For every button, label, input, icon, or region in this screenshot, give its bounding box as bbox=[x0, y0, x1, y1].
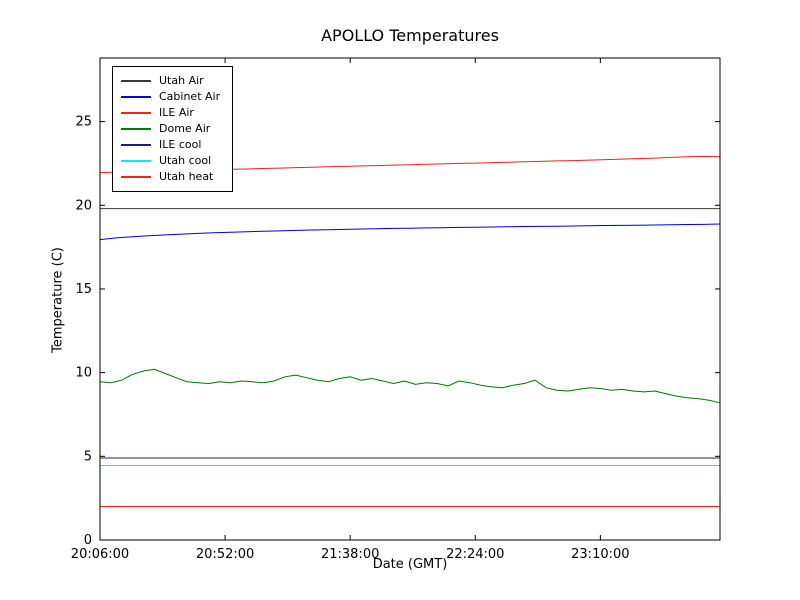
legend-line-sample bbox=[121, 112, 151, 114]
legend-label: ILE cool bbox=[159, 138, 202, 151]
x-tick-label: 22:24:00 bbox=[446, 547, 504, 562]
legend-line-sample bbox=[121, 176, 151, 178]
legend-line-sample bbox=[121, 80, 151, 82]
plot-frame bbox=[99, 57, 721, 541]
legend-item: Utah Air bbox=[121, 73, 220, 89]
legend-item: Dome Air bbox=[121, 121, 220, 137]
x-tick-label: 23:10:00 bbox=[571, 547, 629, 562]
legend-line-sample bbox=[121, 144, 151, 146]
legend-label: Utah cool bbox=[159, 154, 212, 167]
y-tick-label: 20 bbox=[75, 198, 92, 213]
x-tick-label: 21:38:00 bbox=[321, 547, 379, 562]
series-line-cabinet-air bbox=[99, 223, 721, 241]
legend-item: Utah cool bbox=[121, 153, 220, 169]
legend-item: Utah heat bbox=[121, 169, 220, 185]
series-line-dome-air bbox=[99, 368, 721, 404]
legend-line-sample bbox=[121, 128, 151, 130]
legend-label: Utah Air bbox=[159, 74, 204, 87]
y-tick-label: 15 bbox=[75, 282, 92, 297]
y-tick-label: 0 bbox=[84, 533, 92, 548]
y-tick-label: 10 bbox=[75, 366, 92, 381]
legend-label: Cabinet Air bbox=[159, 90, 221, 103]
legend-label: Dome Air bbox=[159, 122, 211, 135]
x-tick-label: 20:06:00 bbox=[71, 547, 129, 562]
legend-item: Cabinet Air bbox=[121, 89, 220, 105]
chart-title: APOLLO Temperatures bbox=[321, 26, 499, 45]
legend-label: Utah heat bbox=[159, 170, 214, 183]
legend-item: ILE Air bbox=[121, 105, 220, 121]
x-axis-label: Date (GMT) bbox=[372, 557, 448, 572]
legend-line-sample bbox=[121, 96, 151, 98]
legend-line-sample bbox=[121, 160, 151, 162]
x-tick-label: 20:52:00 bbox=[196, 547, 254, 562]
legend-item: ILE cool bbox=[121, 137, 220, 153]
legend: Utah Air Cabinet Air ILE Air Dome Air ILE co… bbox=[112, 66, 234, 192]
y-tick-label: 25 bbox=[75, 115, 92, 130]
y-tick-label: 5 bbox=[84, 449, 92, 464]
legend-label: ILE Air bbox=[159, 106, 194, 119]
